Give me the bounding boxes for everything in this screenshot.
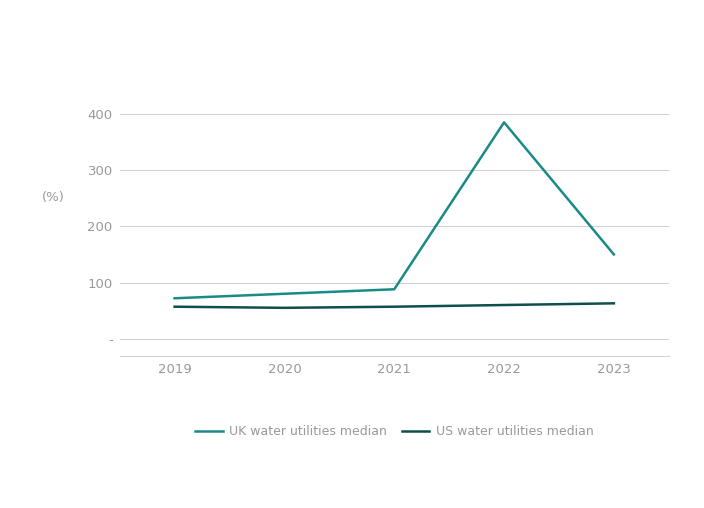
Text: (%): (%) <box>42 190 65 204</box>
Legend: UK water utilities median, US water utilities median: UK water utilities median, US water util… <box>190 420 598 443</box>
